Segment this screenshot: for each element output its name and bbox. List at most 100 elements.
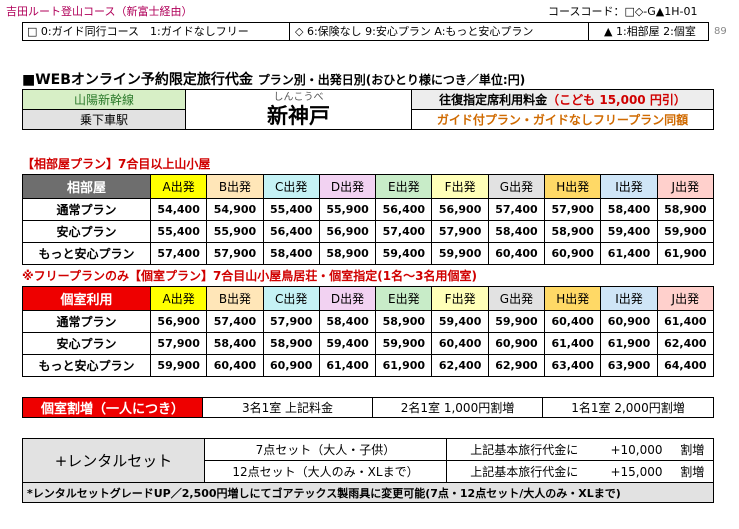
course-code: コースコード：□◇-G▲1H-01 (548, 5, 698, 18)
plan-label: 通常プラン (22, 310, 151, 333)
station-table: 山陽新幹線 しんこうべ 新神戸 往復指定席利用料金（こども 15,000 円引）… (22, 89, 714, 130)
plan-label: 通常プラン (22, 198, 151, 221)
price-cell: 59,400 (600, 220, 658, 243)
station-name-cell: しんこうべ 新神戸 (185, 89, 412, 130)
price-cell: 58,900 (375, 310, 433, 333)
shared-header: 相部屋 (22, 174, 151, 199)
price-cell: 60,900 (544, 242, 602, 265)
price-cell: 61,900 (656, 242, 714, 265)
dep-header: H出発 (544, 286, 602, 311)
price-cell: 59,900 (656, 220, 714, 243)
price-cell: 61,400 (656, 310, 714, 333)
price-cell: 57,400 (375, 220, 433, 243)
station-note1-child: （こども 15,000 円引） (547, 93, 686, 107)
dep-header: F出発 (431, 174, 489, 199)
dep-header: A出発 (149, 286, 208, 311)
table-row: 安心プラン 55,400 55,900 56,400 56,900 57,400… (22, 220, 714, 243)
price-cell: 57,900 (262, 310, 320, 333)
price-cell: 56,900 (149, 310, 208, 333)
price-cell: 63,900 (600, 354, 658, 377)
price-cell: 57,900 (544, 198, 602, 221)
price-cell: 59,400 (431, 310, 489, 333)
price-cell: 59,900 (431, 242, 489, 265)
price-cell: 57,900 (431, 220, 489, 243)
price-cell: 56,400 (375, 198, 433, 221)
price-cell: 58,900 (544, 220, 602, 243)
price-cell: 61,900 (600, 332, 658, 355)
price-cell: 58,400 (318, 310, 377, 333)
price-cell: 55,900 (206, 220, 264, 243)
rental-amount: +15,000 (601, 460, 672, 483)
dep-header: D出発 (318, 286, 377, 311)
plan-label: もっと安心プラン (22, 354, 151, 377)
shared-price-table: 相部屋 A出発 B出発 C出発 D出発 E出発 F出発 G出発 H出発 I出発 … (22, 174, 714, 265)
code-legend: □ 0:ガイド同行コース 1:ガイドなしフリー ◇ 6:保険なし 9:安心プラン… (22, 22, 709, 41)
price-cell: 60,400 (487, 242, 546, 265)
price-cell: 62,400 (656, 332, 714, 355)
price-cell: 64,400 (656, 354, 714, 377)
rental-suffix: 割増 (671, 460, 714, 483)
rental-suffix: 割増 (671, 438, 714, 461)
price-cell: 58,400 (262, 242, 320, 265)
price-cell: 58,400 (600, 198, 658, 221)
legend-divider (289, 23, 290, 40)
station-note2: ガイド付プラン・ガイドなしフリープラン同額 (411, 109, 714, 130)
price-cell: 60,400 (431, 332, 489, 355)
surcharge-item: 2名1室 1,000円割増 (372, 397, 543, 418)
plan-label: 安心プラン (22, 220, 151, 243)
dep-header: J出発 (656, 174, 714, 199)
dep-header: D出発 (318, 174, 377, 199)
dep-header: C出発 (262, 286, 320, 311)
dep-header: J出発 (656, 286, 714, 311)
price-cell: 59,900 (375, 332, 433, 355)
shared-section-title: 【相部屋プラン】7合目以上山小屋 (22, 157, 211, 171)
price-cell: 55,400 (262, 198, 320, 221)
price-cell: 62,900 (487, 354, 546, 377)
legend-guide: □ 0:ガイド同行コース 1:ガイドなしフリー (27, 25, 249, 38)
page-number: 89 (714, 26, 727, 37)
rental-label: +レンタルセット (22, 438, 205, 483)
station-name: 新神戸 (267, 103, 330, 128)
price-cell: 58,900 (318, 242, 377, 265)
price-cell: 57,400 (487, 198, 546, 221)
legend-divider (588, 23, 589, 40)
price-cell: 58,900 (262, 332, 320, 355)
price-cell: 59,900 (487, 310, 546, 333)
price-cell: 59,400 (375, 242, 433, 265)
price-cell: 60,900 (600, 310, 658, 333)
course-title: 吉田ルート登山コース（新富士経由） (6, 5, 193, 18)
station-note1: 往復指定席利用料金（こども 15,000 円引） (411, 89, 714, 110)
price-cell: 61,900 (375, 354, 433, 377)
price-cell: 63,400 (544, 354, 602, 377)
dep-header: C出発 (262, 174, 320, 199)
dep-header: G出発 (487, 286, 546, 311)
headline-sub: プラン別・出発日別(おひとり様につき／単位:円) (257, 73, 526, 87)
price-cell: 57,400 (206, 310, 264, 333)
price-cell: 56,400 (262, 220, 320, 243)
price-cell: 54,400 (149, 198, 208, 221)
surcharge-item: 1名1室 2,000円割増 (542, 397, 714, 418)
table-row: もっと安心プラン 57,400 57,900 58,400 58,900 59,… (22, 242, 714, 265)
price-cell: 54,900 (206, 198, 264, 221)
price-cell: 61,400 (318, 354, 377, 377)
station-note1-prefix: 往復指定席利用料金 (439, 93, 548, 107)
price-cell: 59,400 (318, 332, 377, 355)
rental-set: 7点セット（大人・子供） (204, 438, 447, 461)
price-cell: 62,400 (431, 354, 489, 377)
price-cell: 58,900 (656, 198, 714, 221)
rental-table: +レンタルセット 7点セット（大人・子供） 上記基本旅行代金に +10,000 … (22, 438, 714, 503)
price-cell: 57,400 (149, 242, 208, 265)
station-line: 山陽新幹線 (22, 89, 186, 110)
private-header: 個室利用 (22, 286, 151, 311)
plan-label: 安心プラン (22, 332, 151, 355)
private-section-title: ※フリープランのみ【個室プラン】7合目山小屋鳥居荘・個室指定(1名～3名用個室) (22, 269, 477, 283)
price-cell: 57,900 (206, 242, 264, 265)
legend-room: ▲ 1:相部屋 2:個室 (604, 25, 696, 38)
dep-header: B出発 (206, 286, 264, 311)
headline-main: ■WEBオンライン予約限定旅行代金 (22, 72, 253, 88)
dep-header: E出発 (375, 286, 433, 311)
price-cell: 60,900 (487, 332, 546, 355)
table-row: 安心プラン 57,900 58,400 58,900 59,400 59,900… (22, 332, 714, 355)
price-cell: 58,400 (487, 220, 546, 243)
dep-header: A出発 (149, 174, 208, 199)
